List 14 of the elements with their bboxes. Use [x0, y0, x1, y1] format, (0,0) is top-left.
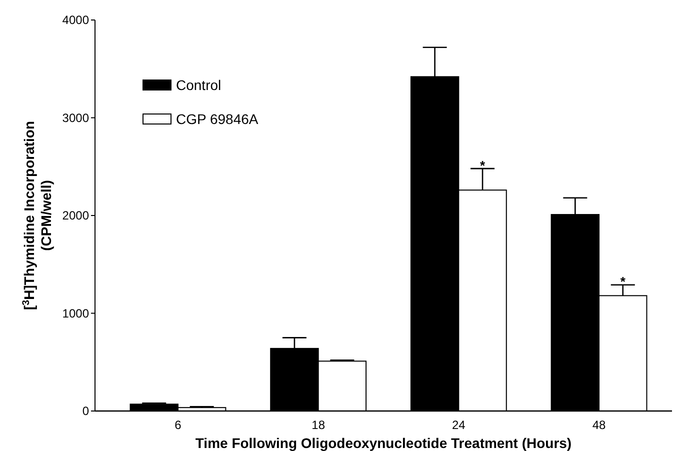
- x-tick-label: 24: [452, 418, 466, 432]
- y-tick-label: 1000: [62, 306, 90, 320]
- x-tick-label: 18: [312, 418, 326, 432]
- y-tick-label: 0: [82, 404, 90, 418]
- legend-label: CGP 69846A: [176, 110, 259, 127]
- annotation: *: [480, 158, 486, 173]
- y-tick-label: 2000: [62, 208, 90, 223]
- x-tick-label: 48: [592, 418, 606, 432]
- x-tick-label: 6: [174, 418, 182, 432]
- annotation: *: [620, 274, 626, 290]
- legend-label: Control: [176, 76, 222, 93]
- y-tick-label: 4000: [62, 13, 90, 28]
- y-tick-label: 3000: [62, 110, 90, 125]
- x-axis-title: Time Following Oligodeoxynucleotide Treatment (Hours): [195, 435, 572, 451]
